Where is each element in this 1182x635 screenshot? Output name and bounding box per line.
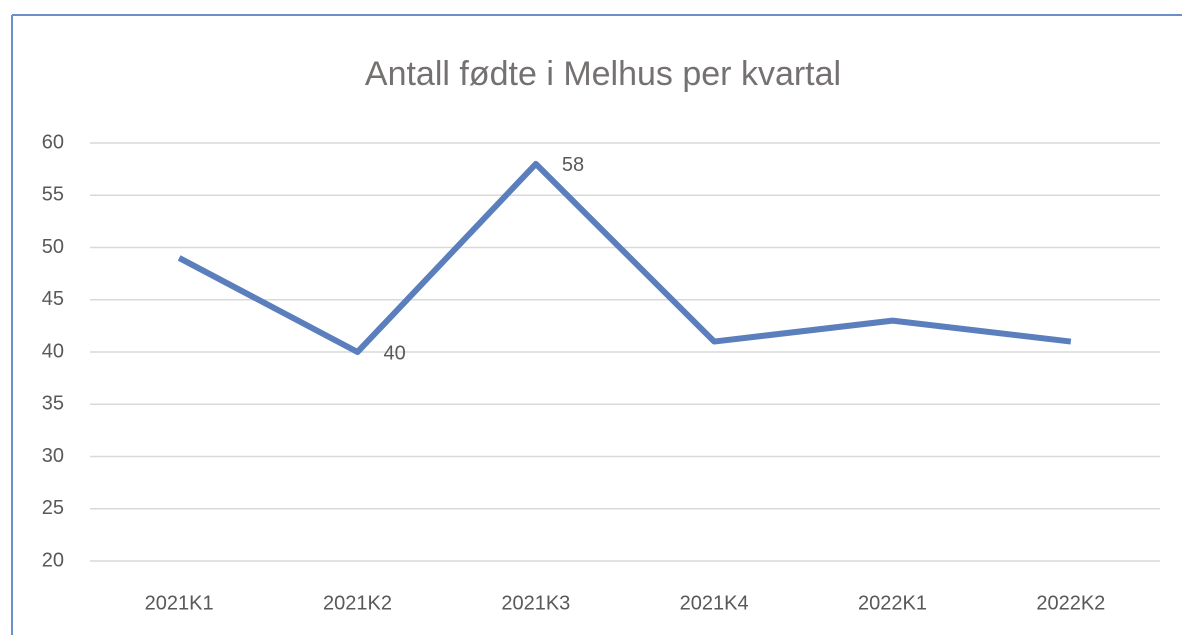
data-label: 58	[562, 154, 584, 176]
x-tick-label: 2021K2	[323, 592, 392, 614]
y-tick-label: 45	[42, 288, 64, 310]
y-tick-label: 50	[42, 236, 64, 258]
y-tick-label: 30	[42, 445, 64, 467]
y-tick-label: 20	[42, 549, 64, 571]
x-tick-label: 2021K4	[680, 592, 749, 614]
x-tick-label: 2022K2	[1036, 592, 1105, 614]
y-tick-label: 35	[42, 393, 64, 415]
y-tick-label: 25	[42, 497, 64, 519]
x-tick-label: 2022K1	[858, 592, 927, 614]
x-tick-label: 2021K1	[145, 592, 214, 614]
x-tick-label: 2021K3	[501, 592, 570, 614]
chart-title: Antall fødte i Melhus per kvartal	[365, 55, 841, 93]
line-series	[177, 160, 1072, 355]
y-tick-label: 60	[42, 131, 64, 153]
y-tick-label: 40	[42, 340, 64, 362]
data-label: 40	[384, 342, 406, 364]
y-tick-label: 55	[42, 184, 64, 206]
